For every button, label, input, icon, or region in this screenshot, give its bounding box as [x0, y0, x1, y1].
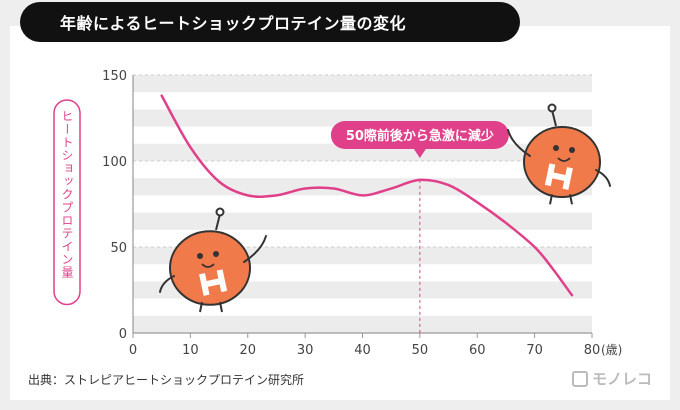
mascot-h-emblem	[544, 163, 573, 190]
mascot-antenna-tip	[547, 103, 557, 113]
grid-stripe	[133, 315, 592, 333]
annotation-pointer	[413, 149, 426, 158]
y-tick-label: 50	[110, 241, 127, 256]
x-tick-label: 80	[584, 343, 601, 358]
mascot-antenna	[551, 109, 557, 127]
y-tick-label: 100	[102, 155, 127, 170]
grid-stripe	[133, 75, 592, 93]
mascot-antenna	[215, 213, 221, 231]
mascot-eye	[553, 145, 559, 151]
mascot-arm	[507, 129, 531, 157]
grid-stripe	[133, 212, 592, 230]
y-axis-label: ヒートショックプロテイン量	[60, 110, 74, 279]
mascot-mouth	[201, 263, 215, 268]
x-tick-label: 30	[297, 343, 314, 358]
mascot-arm	[159, 275, 175, 293]
x-tick-label: 10	[182, 343, 199, 358]
grid-stripe	[133, 178, 592, 196]
mascot-arm	[243, 235, 267, 263]
mascot-eye	[569, 147, 575, 153]
mascot-right	[507, 103, 611, 205]
mascot-legs	[199, 301, 223, 313]
mascot-mouth	[557, 157, 571, 162]
brand-logo: モノレコ	[571, 368, 652, 389]
y-tick-label: 150	[102, 69, 127, 84]
series-line	[160, 94, 574, 297]
x-tick-label: 0	[129, 343, 137, 358]
x-tick-label: 20	[239, 343, 256, 358]
mascot-eye	[213, 251, 219, 257]
annotation-bubble	[330, 121, 509, 149]
mascot-antenna-tip	[215, 207, 225, 217]
x-tick-label: 50	[412, 343, 429, 358]
y-tick-label: 0	[119, 327, 127, 342]
grid-stripe	[133, 281, 592, 299]
mascot-arm	[595, 169, 611, 187]
logo-text: モノレコ	[591, 370, 652, 388]
x-unit-label: (歳)	[601, 343, 622, 357]
x-tick-label: 40	[354, 343, 371, 358]
logo-icon	[571, 370, 588, 387]
x-tick-label: 60	[469, 343, 486, 358]
annotation-label: 50際前後から急激に減少	[346, 128, 494, 144]
chart-title: 年齢によるヒートショックプロテイン量の変化	[20, 2, 520, 42]
mascot-eye	[197, 253, 203, 259]
mascot-body	[523, 126, 601, 198]
mascot-body	[169, 230, 251, 306]
x-tick-label: 70	[526, 343, 543, 358]
mascot-h-emblem	[199, 269, 228, 296]
source-note: 出典：ストレピアヒートショックプロテイン研究所	[28, 373, 305, 387]
y-axis-label-pill	[53, 99, 81, 306]
mascot-left	[159, 207, 267, 313]
mascot-legs	[549, 194, 573, 205]
